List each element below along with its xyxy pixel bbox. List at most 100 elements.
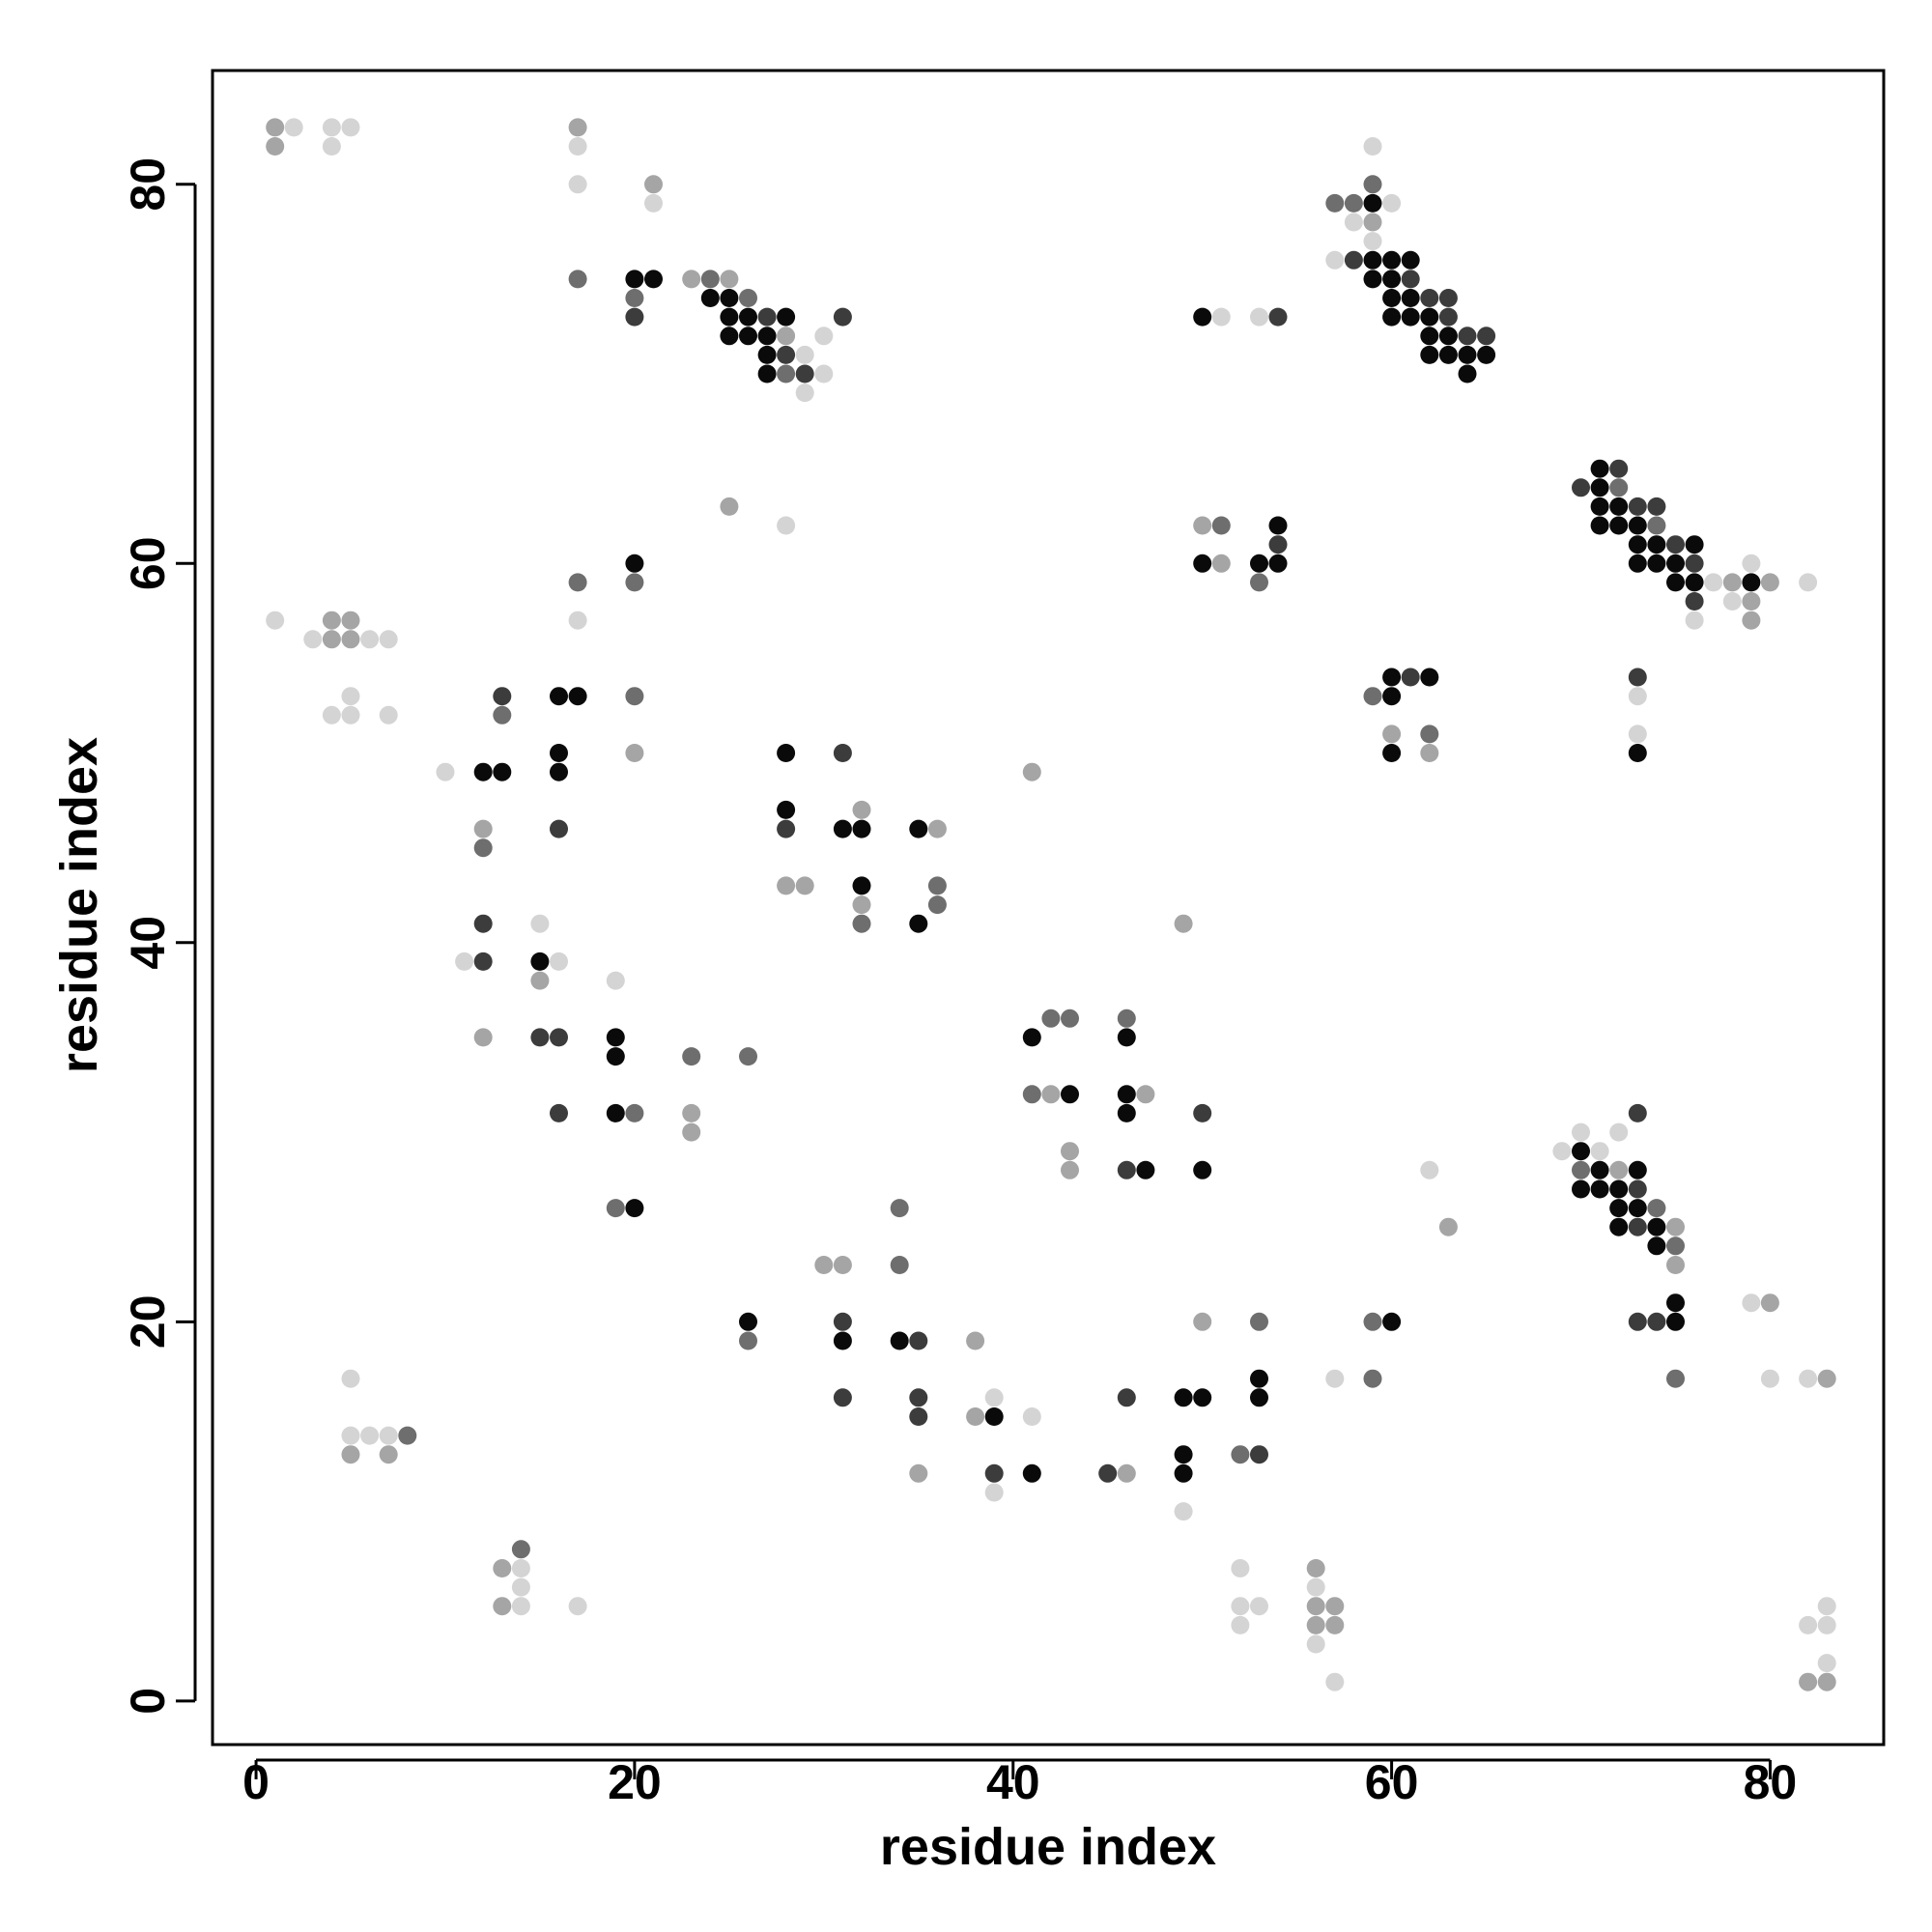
data-point (700, 289, 720, 307)
data-point (1382, 307, 1402, 327)
data-point (568, 270, 587, 289)
data-point (1647, 1312, 1666, 1331)
data-point (1438, 289, 1458, 307)
data-point (757, 345, 777, 364)
data-point (1817, 1654, 1836, 1673)
data-point (303, 630, 323, 649)
data-point (1760, 1293, 1779, 1313)
data-point (1799, 1369, 1818, 1388)
data-point (1231, 1445, 1250, 1464)
data-point (1742, 554, 1761, 573)
data-point (493, 687, 512, 706)
data-point (1628, 1199, 1647, 1218)
data-point (1628, 668, 1647, 687)
data-point (1363, 137, 1382, 156)
data-point (1325, 250, 1345, 270)
data-point (909, 1331, 928, 1350)
data-point (1572, 1142, 1590, 1161)
data-point (682, 1103, 701, 1122)
data-points (266, 118, 1836, 1691)
y-tick-label: 20 (121, 1294, 175, 1349)
data-point (1041, 1009, 1061, 1028)
data-point (1420, 744, 1439, 762)
data-point (1685, 592, 1704, 611)
data-point (909, 1463, 928, 1483)
data-point (398, 1426, 417, 1445)
data-point (1590, 459, 1609, 478)
data-point (852, 819, 871, 838)
data-point (550, 1028, 568, 1047)
data-point (625, 687, 644, 706)
data-point (625, 289, 644, 307)
data-point (1628, 554, 1647, 573)
data-point (1420, 307, 1439, 327)
data-point (511, 1540, 530, 1559)
data-point (1041, 1085, 1061, 1104)
data-point (852, 800, 871, 819)
data-point (1382, 744, 1402, 762)
data-point (550, 952, 568, 971)
data-point (379, 705, 398, 724)
data-point (1760, 1369, 1779, 1388)
data-point (1647, 516, 1666, 535)
data-point (1817, 1369, 1836, 1388)
data-point (1590, 478, 1609, 497)
data-point (341, 1445, 360, 1464)
data-point (739, 1312, 757, 1331)
data-point (550, 762, 568, 781)
data-point (1647, 1217, 1666, 1236)
data-point (1458, 327, 1477, 346)
data-point (1628, 1160, 1647, 1179)
data-point (473, 914, 493, 933)
data-point (1061, 1142, 1079, 1161)
data-point (1420, 289, 1439, 307)
data-point (1401, 289, 1420, 307)
data-point (909, 914, 928, 933)
data-point (1117, 1103, 1136, 1122)
data-point (550, 744, 568, 762)
data-point (1098, 1463, 1118, 1483)
data-point (1628, 1179, 1647, 1199)
data-point (682, 270, 701, 289)
data-point (360, 1426, 380, 1445)
data-point (1250, 1445, 1268, 1464)
data-point (1799, 1615, 1818, 1634)
y-tick-label: 60 (121, 536, 175, 590)
data-point (1193, 1312, 1212, 1331)
data-point (682, 1047, 701, 1066)
data-point (1572, 478, 1590, 497)
data-point (1609, 1217, 1629, 1236)
data-point (1306, 1634, 1325, 1654)
data-point (1250, 1369, 1268, 1388)
data-point (720, 289, 739, 307)
data-point (1325, 1597, 1345, 1616)
data-point (739, 307, 757, 327)
data-point (720, 497, 739, 516)
data-point (644, 193, 663, 213)
data-point (644, 270, 663, 289)
data-point (341, 611, 360, 630)
data-point (1363, 232, 1382, 251)
data-point (1325, 1615, 1345, 1634)
data-point (511, 1577, 530, 1597)
data-point (1193, 516, 1212, 535)
data-point (1685, 535, 1704, 554)
data-point (284, 118, 303, 137)
data-point (1552, 1142, 1572, 1161)
data-point (966, 1407, 985, 1426)
data-point (1193, 1103, 1212, 1122)
data-point (833, 1331, 852, 1350)
data-point (777, 819, 796, 838)
data-point (1344, 193, 1363, 213)
data-point (1382, 687, 1402, 706)
data-point (1438, 307, 1458, 327)
data-point (1628, 1312, 1647, 1331)
data-point (1438, 1217, 1458, 1236)
data-point (1609, 1160, 1629, 1179)
data-point (1231, 1597, 1250, 1616)
y-tick-label: 0 (121, 1688, 175, 1715)
data-point (1211, 516, 1231, 535)
data-point (890, 1256, 909, 1274)
data-point (890, 1331, 909, 1350)
data-point (473, 838, 493, 858)
